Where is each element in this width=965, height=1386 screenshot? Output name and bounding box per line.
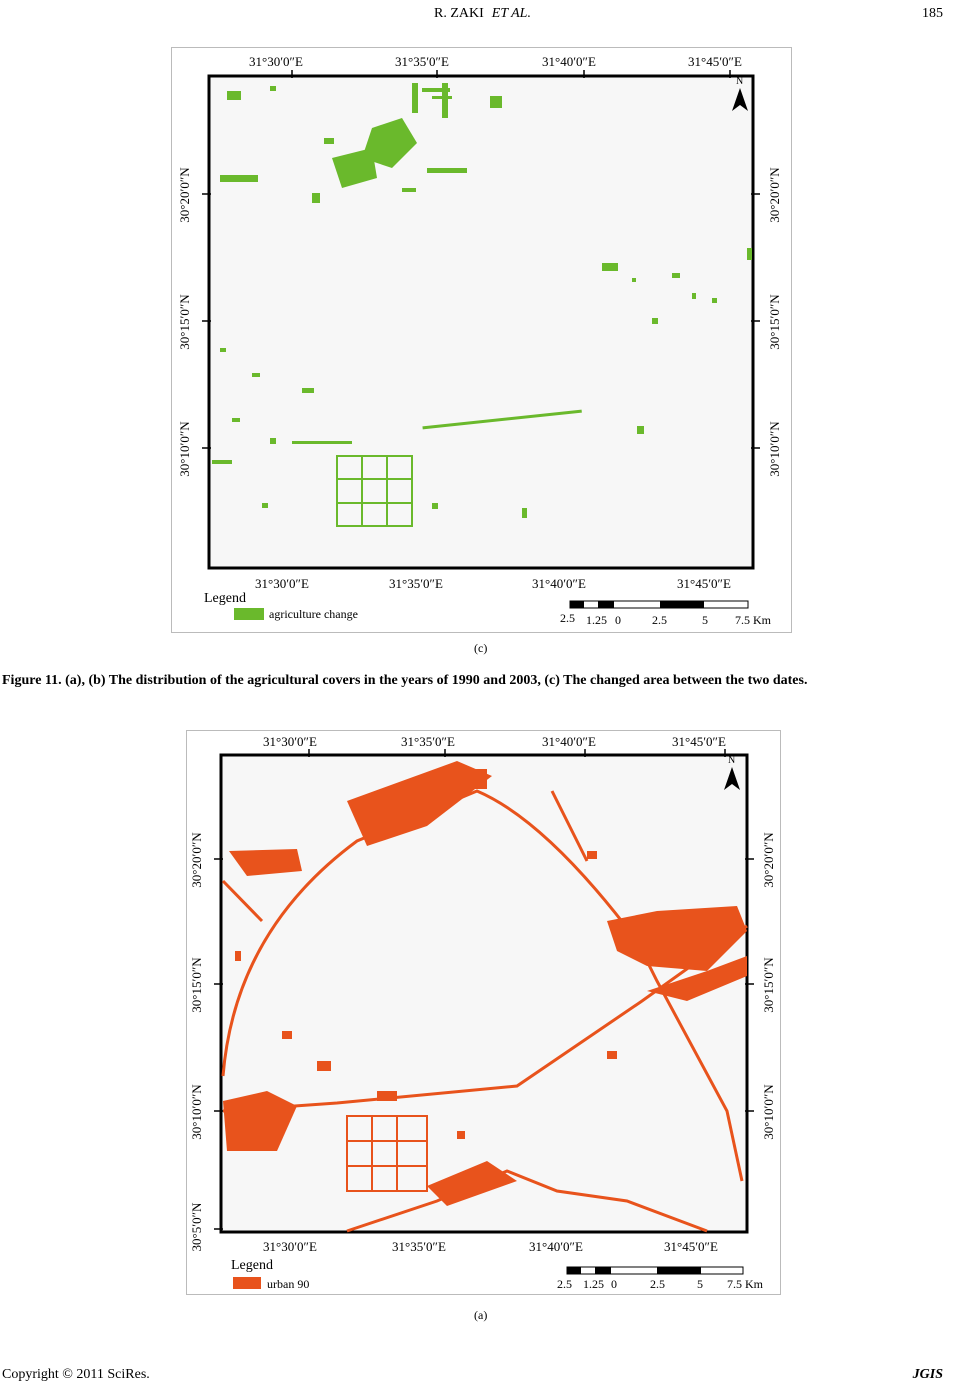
urban-roads — [221, 789, 748, 1233]
map-a-legend-title: Legend — [231, 1258, 273, 1273]
map-c-right-tick-2: 30°15′0″N — [767, 294, 782, 350]
map-a-right-tick-3: 30°10′0″N — [761, 1084, 776, 1140]
map-a-left-tick-3: 30°10′0″N — [189, 1084, 204, 1140]
map-a-bottom-tick-4: 31°45′0″E — [664, 1239, 718, 1254]
urban-patches — [223, 761, 747, 1206]
urban-grid-pattern — [346, 1115, 428, 1192]
map-c-scale-label-1: 2.5 — [560, 611, 575, 625]
map-c-bottom-tick-2: 31°35′0″E — [389, 576, 443, 591]
urban-90-swatch — [233, 1277, 261, 1289]
map-a-scale-label-6: 7.5 Km — [727, 1277, 763, 1291]
map-c-scale-label-4: 2.5 — [652, 613, 667, 627]
map-a-scale-label-4: 2.5 — [650, 1277, 665, 1291]
map-a-top-tick-2: 31°35′0″E — [401, 734, 455, 749]
map-a-right-tick-2: 30°15′0″N — [761, 957, 776, 1013]
map-a-top-tick-3: 31°40′0″E — [542, 734, 596, 749]
map-a-legend-item: urban 90 — [267, 1277, 310, 1291]
map-c-left-tick-1: 30°20′0″N — [177, 167, 192, 223]
map-c-scale-label-2: 1.25 — [586, 613, 607, 627]
map-c-frame: 31°30′0″E 31°35′0″E 31°40′0″E 31°45′0″E … — [171, 47, 792, 633]
map-a-north-label: N — [728, 755, 736, 766]
map-a-scale-label-3: 0 — [611, 1277, 617, 1291]
agriculture-change-swatch — [234, 608, 264, 620]
map-a — [214, 749, 754, 1289]
map-a-scale-label-1: 2.5 — [557, 1277, 572, 1291]
map-c-top-tick-3: 31°40′0″E — [542, 54, 596, 69]
map-c-top-tick-2: 31°35′0″E — [395, 54, 449, 69]
agriculture-grid-pattern — [336, 455, 413, 527]
map-a-bottom-tick-2: 31°35′0″E — [392, 1239, 446, 1254]
map-c-legend-item: agriculture change — [269, 607, 358, 621]
map-a-scale-label-5: 5 — [697, 1277, 703, 1291]
map-a-bottom-tick-1: 31°30′0″E — [263, 1239, 317, 1254]
map-a-scale-label-2: 1.25 — [583, 1277, 604, 1291]
map-c — [202, 70, 760, 620]
map-c-body — [207, 74, 755, 570]
map-c-scale-label-6: 7.5 Km — [735, 613, 771, 627]
figure-caption: Figure 11. (a), (b) The distribution of … — [2, 673, 808, 688]
map-c-legend-title: Legend — [204, 591, 246, 606]
map-c-top-tick-4: 31°45′0″E — [688, 54, 742, 69]
map-c-scale-bar — [569, 600, 749, 609]
map-c-north-label: N — [736, 76, 744, 87]
footer-journal: JGIS — [912, 1367, 943, 1382]
map-c-left-tick-2: 30°15′0″N — [177, 294, 192, 350]
map-c-bottom-tick-3: 31°40′0″E — [532, 576, 586, 591]
running-head-etal: ET AL. — [491, 6, 531, 21]
map-a-left-tick-1: 30°20′0″N — [189, 832, 204, 888]
north-arrow-icon — [732, 88, 748, 111]
map-c-left-tick-3: 30°10′0″N — [177, 421, 192, 477]
map-c-scale-label-5: 5 — [702, 613, 708, 627]
running-head-author: R. ZAKI — [434, 6, 484, 21]
map-c-right-tick-1: 30°20′0″N — [767, 167, 782, 223]
map-a-left-tick-4: 30°5′0″N — [189, 1202, 204, 1252]
running-head: R. ZAKI ET AL. — [0, 6, 965, 22]
map-a-frame: 31°30′0″E 31°35′0″E 31°40′0″E 31°45′0″E … — [186, 730, 781, 1295]
map-a-bottom-tick-3: 31°40′0″E — [529, 1239, 583, 1254]
map-a-right-tick-1: 30°20′0″N — [761, 832, 776, 888]
map-a-top-tick-4: 31°45′0″E — [672, 734, 726, 749]
map-c-bottom-tick-4: 31°45′0″E — [677, 576, 731, 591]
north-arrow-icon — [724, 767, 740, 790]
map-c-right-tick-3: 30°10′0″N — [767, 421, 782, 477]
map-a-top-tick-1: 31°30′0″E — [263, 734, 317, 749]
map-a-scale-bar — [566, 1266, 744, 1275]
map-c-scale-label-3: 0 — [615, 613, 621, 627]
page-number: 185 — [922, 6, 943, 21]
panel-label-c: (c) — [474, 641, 488, 655]
map-c-bottom-tick-1: 31°30′0″E — [255, 576, 309, 591]
map-a-left-tick-2: 30°15′0″N — [189, 957, 204, 1013]
map-c-top-tick-1: 31°30′0″E — [249, 54, 303, 69]
panel-label-a: (a) — [474, 1308, 488, 1322]
footer-copyright: Copyright © 2011 SciRes. — [2, 1367, 150, 1382]
agriculture-change-patches — [212, 83, 752, 518]
